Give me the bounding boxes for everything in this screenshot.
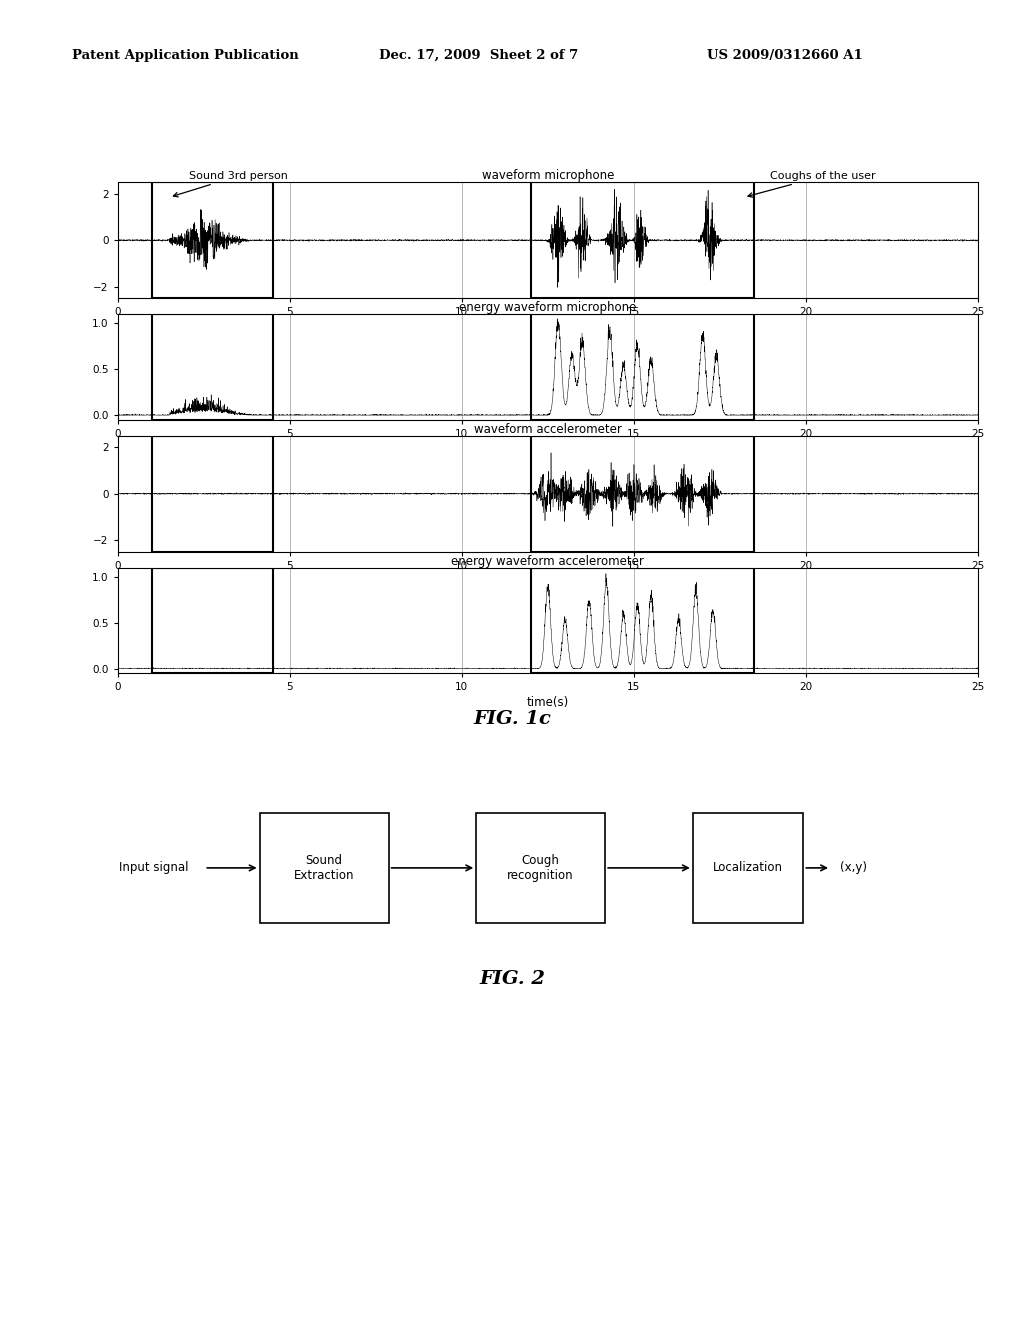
- Text: Input signal: Input signal: [119, 862, 188, 874]
- Text: Sound 3rd person: Sound 3rd person: [173, 172, 288, 197]
- Bar: [692, 813, 803, 923]
- Bar: [153, 314, 272, 420]
- Bar: [153, 568, 272, 673]
- Text: Sound
Extraction: Sound Extraction: [294, 854, 354, 882]
- Bar: [259, 813, 388, 923]
- Title: energy waveform microphone: energy waveform microphone: [459, 301, 637, 314]
- Bar: [530, 568, 755, 673]
- Text: US 2009/0312660 A1: US 2009/0312660 A1: [707, 49, 862, 62]
- Text: FIG. 2: FIG. 2: [479, 970, 545, 989]
- Text: FIG. 1c: FIG. 1c: [473, 710, 551, 729]
- Title: waveform accelerometer: waveform accelerometer: [474, 422, 622, 436]
- Bar: [476, 813, 605, 923]
- Text: Dec. 17, 2009  Sheet 2 of 7: Dec. 17, 2009 Sheet 2 of 7: [379, 49, 579, 62]
- Text: Localization: Localization: [713, 862, 783, 874]
- Bar: [530, 182, 755, 298]
- Text: (x,y): (x,y): [840, 862, 867, 874]
- Title: waveform microphone: waveform microphone: [481, 169, 614, 182]
- Text: Cough
recognition: Cough recognition: [507, 854, 574, 882]
- Bar: [153, 182, 272, 298]
- Title: energy waveform accelerometer: energy waveform accelerometer: [452, 554, 644, 568]
- Bar: [530, 314, 755, 420]
- Bar: [530, 436, 755, 552]
- X-axis label: time(s): time(s): [526, 697, 569, 709]
- Text: Coughs of the user: Coughs of the user: [748, 172, 876, 197]
- Text: Patent Application Publication: Patent Application Publication: [72, 49, 298, 62]
- Bar: [153, 436, 272, 552]
